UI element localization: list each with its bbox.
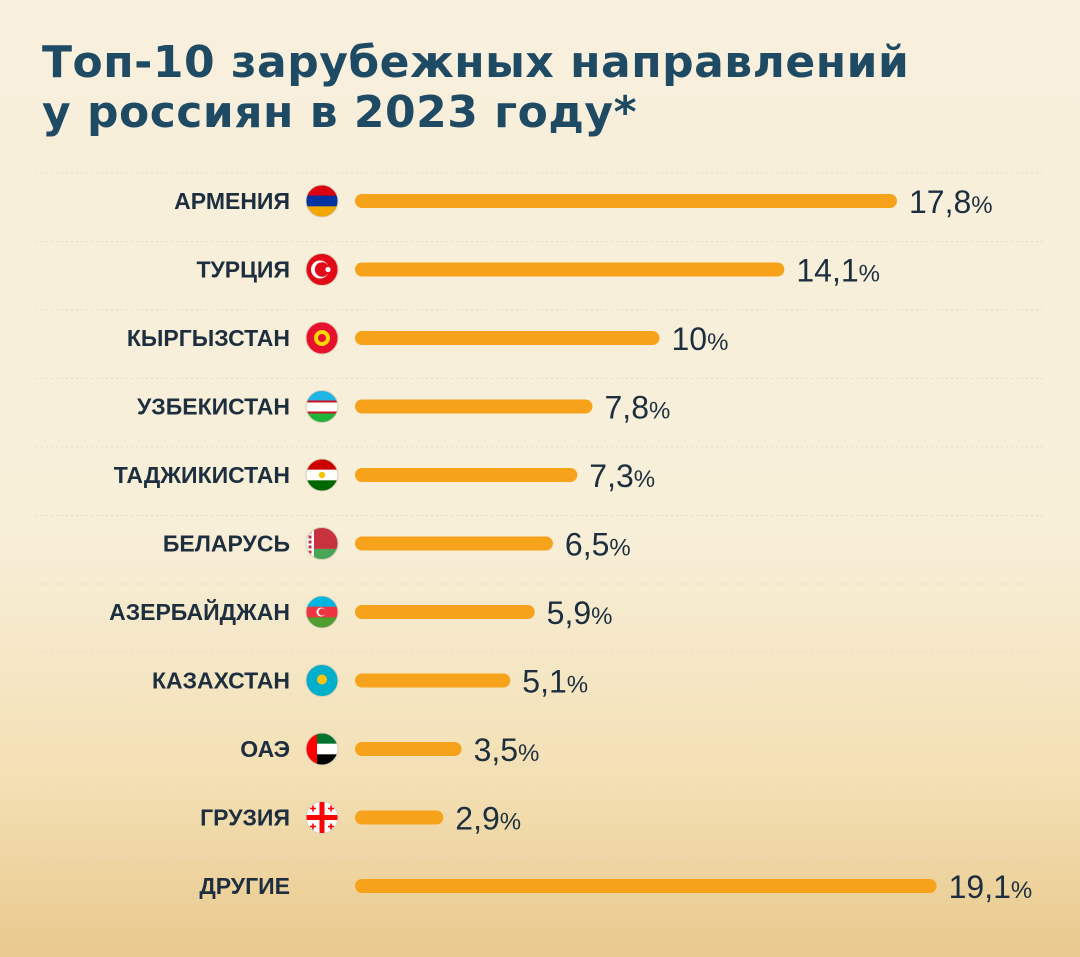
tajikistan-flag <box>305 458 339 492</box>
bar <box>355 810 444 825</box>
uae-flag <box>305 732 339 766</box>
bar <box>355 605 535 619</box>
belarus-flag <box>305 527 339 560</box>
category-label: БЕЛАРУСЬ <box>163 531 290 557</box>
category-label: ГРУЗИЯ <box>200 805 290 831</box>
value-label: 5,1% <box>522 664 588 700</box>
bar <box>355 399 593 414</box>
value-label: 17,8% <box>909 184 993 220</box>
georgia-flag <box>305 801 339 834</box>
chart-title-line-1: Топ-10 зарубежных направлений <box>42 37 910 88</box>
category-label: АРМЕНИЯ <box>174 188 290 214</box>
armenia-flag <box>305 184 339 218</box>
category-label: УЗБЕКИСТАН <box>137 394 290 420</box>
category-label: ТАДЖИКИСТАН <box>114 462 290 488</box>
bar <box>355 536 553 551</box>
chart-title: Топ-10 зарубежных направлений у россиян … <box>42 38 909 138</box>
category-label: КАЗАХСТАН <box>152 668 290 694</box>
value-label: 6,5% <box>565 527 631 563</box>
category-label: ОАЭ <box>240 736 290 762</box>
value-label: 7,3% <box>589 458 655 494</box>
bar <box>355 468 578 482</box>
bar <box>355 742 462 756</box>
value-label: 10% <box>672 321 729 357</box>
kyrgyzstan-flag <box>305 321 339 355</box>
value-label: 19,1% <box>949 869 1033 905</box>
value-label: 5,9% <box>547 595 613 631</box>
value-label: 7,8% <box>605 390 671 426</box>
category-label: АЗЕРБАЙДЖАН <box>109 598 290 625</box>
bar <box>355 194 898 208</box>
value-label: 14,1% <box>796 253 880 289</box>
bar <box>355 331 660 345</box>
kazakhstan-flag <box>305 664 339 697</box>
category-label: ДРУГИЕ <box>199 873 290 899</box>
value-label: 3,5% <box>474 732 540 768</box>
turkey-flag <box>305 253 339 286</box>
value-label: 2,9% <box>455 801 521 837</box>
bar <box>355 673 511 688</box>
bar <box>355 879 937 893</box>
category-label: КЫРГЫЗСТАН <box>127 325 290 351</box>
uzbekistan-flag <box>305 390 339 423</box>
azerbaijan-flag <box>305 595 339 629</box>
category-label: ТУРЦИЯ <box>196 257 290 283</box>
chart-title-line-2: у россиян в 2023 году* <box>42 87 638 138</box>
bar <box>355 262 785 277</box>
